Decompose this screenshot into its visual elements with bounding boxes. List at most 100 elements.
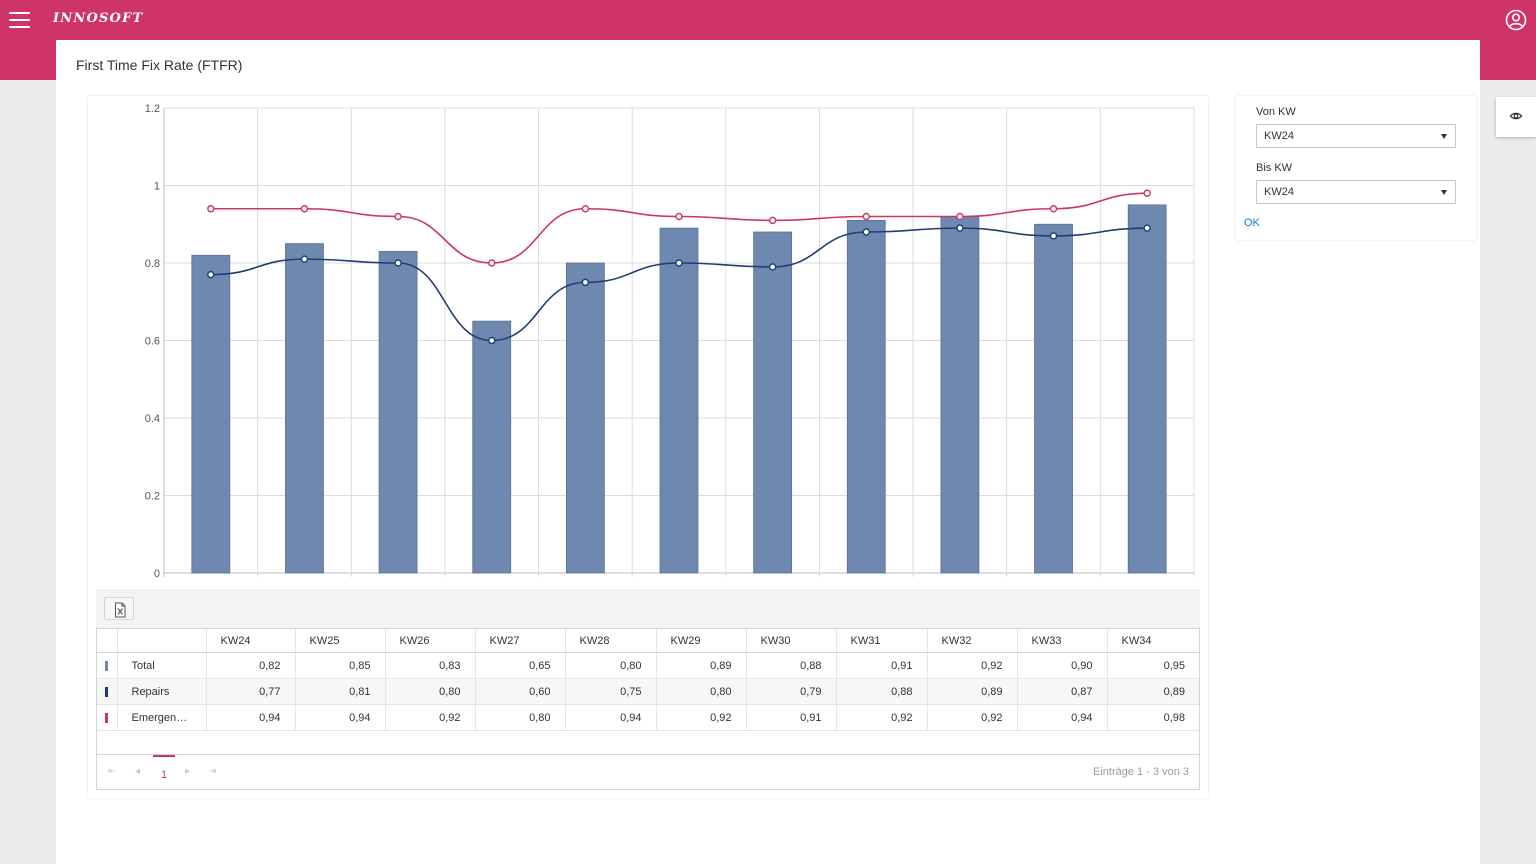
excel-export-button[interactable] [104,597,134,620]
series-color-marker [105,712,109,723]
pager-page-1[interactable]: 1 [153,755,175,789]
grid-header-kw33[interactable]: KW33 [1016,628,1107,653]
to-week-select[interactable]: KW24 [1256,180,1456,204]
bar-total-kw24 [191,254,231,574]
grid-header-kw28[interactable]: KW28 [564,628,656,653]
table-cell: 0,89 [655,652,746,679]
line-emergency [210,192,1148,264]
grid-header-row: KW24 KW25 KW26 KW27 KW28 KW29 KW30 KW31 KW32 KW33… [97,628,1199,653]
grid-header-kw27[interactable]: KW27 [474,628,565,653]
to-week-label: Bis KW [1256,162,1293,174]
point-emergency-kw26 [394,212,402,221]
bar-total-kw27 [472,320,512,574]
from-week-label: Von KW [1256,106,1296,118]
table-cell: 0,91 [745,704,836,731]
main-content: First Time Fix Rate (FTFR) 0 0.2 0.4 0.6 0.8… [56,40,1480,864]
point-emergency-kw31 [862,212,870,221]
table-cell: 0,92 [926,652,1017,679]
point-repairs-kw31 [862,228,870,236]
table-cell: 0,92 [384,704,475,731]
point-repairs-kw34 [1143,224,1151,232]
point-emergency-kw34 [1143,189,1151,197]
view-options-tab[interactable] [1496,97,1536,137]
bar-total-kw30 [753,231,793,574]
table-cell: 0,89 [1106,678,1199,705]
point-emergency-kw30 [768,216,777,225]
grid-header-kw32[interactable]: KW32 [926,628,1017,653]
table-cell: 0,89 [926,678,1017,705]
bar-total-kw26 [378,250,418,574]
y-tick-label: 1 [154,181,160,193]
right-gutter [1480,80,1536,864]
from-week-select[interactable]: KW24 [1256,124,1456,148]
series-swatch [97,704,117,731]
grid-header-kw31[interactable]: KW31 [835,628,927,653]
table-cell: 0,88 [745,652,836,679]
hamburger-menu-icon[interactable] [9,11,31,29]
table-cell: 0,94 [294,704,385,731]
y-tick-label: 0.6 [145,336,160,348]
point-emergency-kw24 [207,205,215,213]
grid-header-kw34[interactable]: KW34 [1106,628,1199,653]
table-cell: 0,79 [745,678,836,705]
grid-header-series [116,628,206,653]
table-cell: 0,81 [294,678,385,705]
grid-empty-cell [97,731,1199,755]
grid-header-kw25[interactable]: KW25 [294,628,385,653]
point-repairs-kw32 [956,224,964,232]
bar-total-kw25 [285,243,324,574]
excel-export-icon [115,602,126,618]
table-cell: 0,87 [1016,678,1107,705]
user-account-icon[interactable] [1505,9,1527,31]
pager-last-button[interactable]: ⇥ [208,766,217,777]
table-cell: 0,80 [384,678,475,705]
filter-card: Von KW KW24 Bis KW KW24 OK [1236,96,1476,240]
bar-total-kw33 [1034,223,1073,574]
bar-total-kw29 [659,227,699,574]
grid-table: KW24 KW25 KW26 KW27 KW28 KW29 KW30 KW31 KW32 KW33… [97,628,1199,755]
point-repairs-kw26 [394,259,402,267]
grid-header-kw30[interactable]: KW30 [745,628,836,653]
table-cell: 0,65 [474,652,565,679]
table-cell: 0,83 [384,652,475,679]
point-emergency-kw33 [1049,205,1058,213]
point-repairs-kw30 [768,263,777,271]
point-repairs-kw24 [207,270,215,279]
grid-header-swatch [97,628,117,653]
grid-toolbar [96,589,1200,629]
pager-info: Einträge 1 - 3 von 3 [1092,766,1189,778]
left-gutter [0,80,40,864]
table-cell: 0,90 [1016,652,1107,679]
grid-body: Total 0,82 0,85 0,83 0,65 0,80 0,89 0,88 0,91 0,9… [97,652,1199,755]
grid-header-kw29[interactable]: KW29 [655,628,746,653]
point-emergency-kw27 [488,259,496,267]
point-emergency-kw28 [581,205,590,213]
y-tick-label: 1.2 [145,103,160,115]
grid-header-kw26[interactable]: KW26 [384,628,475,653]
ftfr-chart: 0 0.2 0.4 0.6 0.8 1 1.2 [145,103,1195,580]
point-emergency-kw32 [956,212,964,221]
grid-header-kw24[interactable]: KW24 [205,628,295,653]
table-cell: 0,80 [655,678,746,705]
table-cell: 0,60 [474,678,565,705]
table-row: Repairs 0,77 0,81 0,80 0,60 0,75 0,80 0,79 0,88 0… [97,678,1199,705]
data-grid: KW24 KW25 KW26 KW27 KW28 KW29 KW30 KW31 KW32 KW33… [96,628,1200,790]
y-tick-label: 0.8 [145,258,160,270]
table-cell: 0,80 [474,704,565,731]
table-cell: 0,85 [294,652,385,679]
point-repairs-kw29 [675,259,683,267]
pager-next-button[interactable]: ▸ [185,766,191,777]
table-cell: 0,95 [1106,652,1199,679]
table-row: Total 0,82 0,85 0,83 0,65 0,80 0,89 0,88 0,91 0,9… [97,652,1199,679]
ok-button[interactable]: OK [1244,217,1260,229]
point-repairs-kw28 [581,278,590,287]
bar-total-kw31 [846,219,886,574]
table-cell: 0,98 [1106,704,1199,731]
to-week-value: KW24 [1264,186,1294,198]
pager-prev-button[interactable]: ◂ [135,766,141,777]
series-name: Total [116,652,206,679]
series-color-marker [105,660,109,671]
y-tick-label: 0.2 [145,491,160,503]
pager-first-button[interactable]: ⇤ [108,766,117,777]
bar-total-kw32 [940,216,980,574]
